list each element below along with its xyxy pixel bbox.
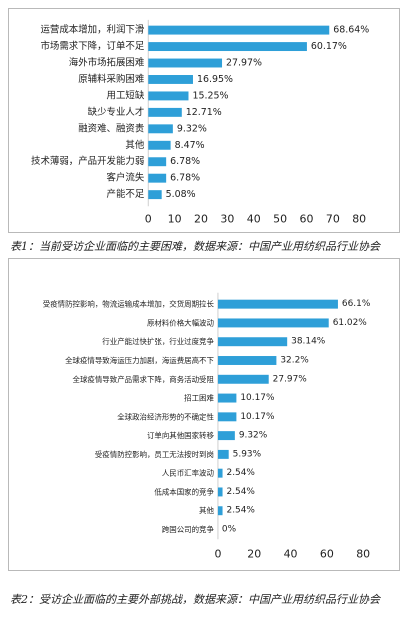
category-label: 运营成本增加，利润下滑 <box>40 24 144 36</box>
x-tick-label: 70 <box>326 213 340 226</box>
chart-1: 运营成本增加，利润下滑 68.64% 市场需求下降，订单不足 60.17% 海外市场拓展… <box>8 8 400 233</box>
bar <box>217 356 277 365</box>
bar <box>148 190 162 200</box>
category-label: 客户流失 <box>107 172 145 184</box>
x-tick-label: 10 <box>168 213 182 226</box>
bar <box>217 393 237 403</box>
chart-2: 受疫情防控影响，物流运输成本增加，交货周期拉长 66.1% 原材料价格大幅波动 61.… <box>8 258 400 571</box>
value-label: 68.64% <box>333 25 369 36</box>
x-tick-label: 60 <box>300 213 314 226</box>
bar <box>148 107 182 117</box>
category-label: 用工短缺 <box>107 89 145 101</box>
category-label: 低成本国家的竞争 <box>154 486 214 496</box>
category-label: 原材料价格大幅波动 <box>147 317 215 327</box>
value-label: 2.54% <box>227 468 255 478</box>
category-label: 产能不足 <box>107 188 145 200</box>
value-label: 15.25% <box>192 90 228 101</box>
value-label: 0% <box>222 525 236 535</box>
bar <box>148 140 171 150</box>
value-label: 2.54% <box>227 487 255 497</box>
value-label: 32.2% <box>280 356 308 366</box>
bar <box>217 337 288 347</box>
x-tick-label: 80 <box>356 548 370 561</box>
bar <box>217 374 269 384</box>
x-tick-label: 30 <box>220 213 234 226</box>
value-label: 61.02% <box>333 318 367 328</box>
category-label: 全球疫情导致产品需求下降，商务活动受阻 <box>73 374 215 384</box>
value-label: 12.71% <box>186 107 222 118</box>
bar <box>217 299 338 309</box>
value-label: 6.78% <box>170 156 200 167</box>
category-label: 技术薄弱，产品开发能力弱 <box>31 155 144 167</box>
x-tick-label: 40 <box>247 213 261 226</box>
bar <box>148 91 189 101</box>
x-tick-label: 60 <box>320 548 334 561</box>
bar <box>217 318 329 328</box>
bar <box>148 173 167 183</box>
x-tick-label: 50 <box>273 213 287 226</box>
chart-1-svg: 运营成本增加，利润下滑 68.64% 市场需求下降，订单不足 60.17% 海外市场拓展… <box>31 19 369 226</box>
x-tick-label: 20 <box>247 548 261 561</box>
bar <box>217 487 223 497</box>
bar <box>217 412 237 422</box>
category-label: 其他 <box>199 505 214 515</box>
value-label: 5.08% <box>166 189 196 200</box>
value-label: 8.47% <box>175 140 205 151</box>
category-label: 海外市场拓展困难 <box>69 57 145 69</box>
value-label: 9.32% <box>239 431 267 441</box>
bar <box>148 157 167 167</box>
x-tick-label: 80 <box>352 213 366 226</box>
x-tick-label: 0 <box>214 548 221 561</box>
value-label: 38.14% <box>291 337 325 347</box>
value-label: 10.17% <box>240 412 274 422</box>
bar <box>148 42 307 52</box>
value-label: 60.17% <box>311 41 347 52</box>
value-label: 16.95% <box>197 74 233 85</box>
category-label: 融资难、融资贵 <box>78 122 144 134</box>
category-label: 人民币汇率波动 <box>162 468 215 478</box>
bar <box>217 506 223 516</box>
bar <box>148 75 193 84</box>
value-label: 5.93% <box>233 449 261 459</box>
category-label: 受疫情防控影响，物流运输成本增加，交货周期拉长 <box>43 299 215 309</box>
value-label: 6.78% <box>170 173 200 184</box>
category-label: 市场需求下降，订单不足 <box>40 40 144 52</box>
value-label: 66.1% <box>342 299 370 309</box>
value-label: 10.17% <box>240 393 274 403</box>
category-label: 其他 <box>125 139 144 151</box>
category-label: 全球政治经济形势的不确定性 <box>117 411 214 421</box>
x-tick-label: 0 <box>145 213 152 226</box>
chart-1-caption: 表1：当前受访企业面临的主要困难，数据来源：中国产业用纺织品行业协会 <box>10 240 380 253</box>
bar <box>148 58 223 68</box>
value-label: 27.97% <box>226 58 262 69</box>
value-label: 27.97% <box>273 374 307 384</box>
x-tick-label: 40 <box>284 548 298 561</box>
value-label: 9.32% <box>177 123 207 134</box>
chart-2-svg: 受疫情防控影响，物流运输成本增加，交货周期拉长 66.1% 原材料价格大幅波动 61.… <box>43 292 370 561</box>
category-label: 全球疫情导致海运压力加剧，海运费居高不下 <box>65 355 214 365</box>
category-label: 原辅料采购困难 <box>78 73 144 85</box>
value-label: 2.54% <box>227 506 255 516</box>
bar <box>148 124 173 134</box>
bar <box>148 25 330 35</box>
category-label: 受疫情防控影响，员工无法按时到岗 <box>95 449 214 459</box>
category-label: 订单向其他国家转移 <box>147 430 215 440</box>
category-label: 跨国公司的竞争 <box>162 524 215 534</box>
category-label: 行业产能过快扩张，行业过度竞争 <box>102 336 214 346</box>
bar <box>217 431 235 441</box>
category-label: 缺少专业人才 <box>88 106 145 118</box>
category-label: 招工困难 <box>184 393 214 403</box>
x-tick-label: 20 <box>194 213 208 226</box>
bar <box>217 449 229 459</box>
bar <box>217 468 223 478</box>
chart-2-caption: 表2：受访企业面临的主要外部挑战，数据来源：中国产业用纺织品行业协会 <box>10 593 380 606</box>
